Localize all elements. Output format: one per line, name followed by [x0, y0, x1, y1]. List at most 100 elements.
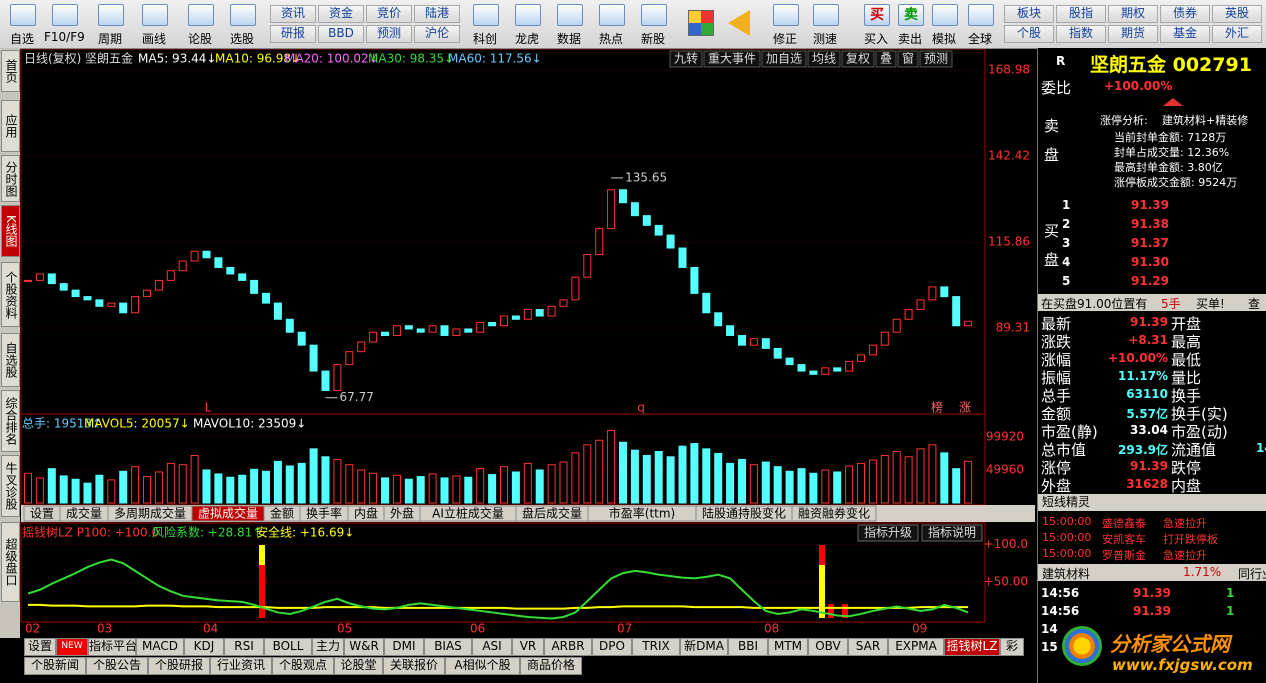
side-tab[interactable]: 超级盘口	[1, 522, 20, 602]
toolbar-button[interactable]: 热点	[598, 32, 623, 46]
info-link[interactable]: 商品价格	[520, 657, 582, 675]
toolbar-button[interactable]: 科创	[472, 32, 497, 46]
toolbar-small-button[interactable]: 期货	[1108, 25, 1158, 43]
info-link[interactable]: 行业资讯	[210, 657, 272, 675]
toolbar-small-button[interactable]: 预测	[366, 25, 412, 43]
toolbar-button[interactable]: 画线	[141, 32, 166, 46]
info-link[interactable]: 个股新闻	[24, 657, 86, 675]
toolbar-button[interactable]: 数据	[556, 32, 581, 46]
chart-button[interactable]: 加自选	[766, 52, 802, 66]
side-tab[interactable]: 分时图	[1, 155, 20, 202]
indicator-tab[interactable]: TRIX	[632, 638, 680, 656]
indicator-tab[interactable]: BOLL	[264, 638, 312, 656]
tab[interactable]: 市盈率(ttm)	[609, 506, 675, 521]
indicator-tab[interactable]: 彩	[1000, 638, 1024, 656]
toolbar-button[interactable]: 论股	[187, 32, 212, 46]
side-tab[interactable]: 综合排名	[1, 390, 20, 452]
side-tab[interactable]: 个股资料	[1, 262, 20, 327]
indicator-tab[interactable]: VR	[512, 638, 544, 656]
info-link[interactable]: 个股公告	[86, 657, 148, 675]
info-link[interactable]: 个股研报	[148, 657, 210, 675]
chart-button[interactable]: 九转	[674, 51, 698, 66]
toolbar-small-button[interactable]: 外汇	[1212, 25, 1262, 43]
toolbar-button[interactable]: F10/F9	[44, 30, 85, 44]
info-link[interactable]: 个股观点	[272, 657, 334, 675]
tab[interactable]: 盘后成交量	[522, 506, 582, 521]
indicator-tab[interactable]: EXPMA	[888, 638, 944, 656]
toolbar-button[interactable]: 模拟	[931, 32, 956, 46]
chart-button[interactable]: 预测	[924, 52, 948, 66]
toolbar-small-button[interactable]: 指数	[1056, 25, 1106, 43]
toolbar-small-button[interactable]: 期权	[1108, 5, 1158, 23]
tab[interactable]: 金额	[270, 506, 294, 521]
indicator-button[interactable]: 指标说明	[928, 525, 976, 540]
toolbar-small-button[interactable]: BBD	[318, 25, 364, 43]
toolbar-button[interactable]: 测速	[812, 32, 837, 46]
side-tab[interactable]: 牛叉诊股	[1, 455, 20, 517]
toolbar-small-button[interactable]: 板块	[1004, 5, 1054, 23]
chart-button[interactable]: 叠	[880, 52, 892, 66]
indicator-button[interactable]: 指标升级	[864, 525, 912, 540]
indicator-tab[interactable]: 指标平台	[88, 638, 137, 656]
side-tab[interactable]: 应用	[1, 100, 20, 152]
toolbar-button[interactable]: 选股	[229, 32, 254, 46]
indicator-tab[interactable]: MACD	[136, 638, 184, 656]
alert-stock[interactable]: 安凯客车	[1102, 533, 1146, 546]
toolbar-button[interactable]: 龙虎	[514, 32, 539, 46]
toolbar-small-button[interactable]: 资讯	[270, 5, 316, 23]
toolbar-button[interactable]: 新股	[640, 32, 665, 46]
indicator-tab[interactable]: RSI	[224, 638, 264, 656]
toolbar-button[interactable]: 全球	[967, 32, 992, 46]
tab[interactable]: 融资融券变化	[798, 506, 870, 521]
info-link[interactable]: 论股堂	[334, 657, 383, 675]
indicator-tab[interactable]: DPO	[592, 638, 632, 656]
toolbar-button[interactable]: 买入	[863, 32, 888, 46]
indicator-tab[interactable]: W&R	[344, 638, 384, 656]
tab[interactable]: 陆股通持股变化	[702, 506, 786, 521]
tab[interactable]: 虚拟成交量	[198, 506, 258, 521]
chart-button[interactable]: 复权	[846, 52, 870, 66]
chart-button[interactable]: 均线	[812, 52, 836, 66]
info-link[interactable]: A相似个股	[445, 657, 520, 675]
tab[interactable]: AI立桩成交量	[432, 506, 504, 521]
indicator-tab[interactable]: OBV	[808, 638, 848, 656]
toolbar-button[interactable]: 自选	[9, 32, 34, 46]
toolbar-small-button[interactable]: 竞价	[366, 5, 412, 23]
toolbar-small-button[interactable]: 研报	[270, 25, 316, 43]
toolbar-small-button[interactable]: 债券	[1160, 5, 1210, 23]
tab[interactable]: 多周期成交量	[114, 506, 186, 521]
indicator-tab[interactable]: MTM	[768, 638, 808, 656]
toolbar-small-button[interactable]: 基金	[1160, 25, 1210, 43]
indicator-tab[interactable]: 主力	[312, 638, 344, 656]
toolbar-small-button[interactable]: 个股	[1004, 25, 1054, 43]
toolbar-button[interactable]: 卖出	[897, 32, 922, 46]
indicator-tab[interactable]: KDJ	[184, 638, 224, 656]
toolbar-small-button[interactable]: 英股	[1212, 5, 1262, 23]
alert-stock[interactable]: 盛德鑫泰	[1102, 517, 1146, 530]
toolbar-small-button[interactable]: 陆港	[414, 5, 460, 23]
info-link[interactable]: 关联报价	[383, 657, 445, 675]
toolbar-small-button[interactable]: 沪伦	[414, 25, 460, 43]
indicator-tab[interactable]: 设置	[24, 638, 56, 656]
indicator-tab[interactable]: DMI	[384, 638, 424, 656]
indicator-tab[interactable]: ARBR	[544, 638, 592, 656]
alert-stock[interactable]: 罗普斯金	[1102, 549, 1146, 562]
tab[interactable]: 外盘	[390, 506, 414, 521]
toolbar-button[interactable]: 修正	[772, 32, 797, 46]
tab[interactable]: 成交量	[66, 506, 102, 521]
indicator-tab[interactable]: 新DMA	[680, 638, 728, 656]
toolbar-small-button[interactable]: 资金	[318, 5, 364, 23]
indicator-tab[interactable]: BIAS	[424, 638, 472, 656]
notice-button[interactable]: 查	[1248, 297, 1261, 311]
sector-button[interactable]: 同行业	[1238, 567, 1266, 581]
indicator-tab[interactable]: NEW	[56, 638, 88, 656]
indicator-tab[interactable]: BBI	[728, 638, 768, 656]
indicator-tab[interactable]: ASI	[472, 638, 512, 656]
chart-button[interactable]: 重大事件	[708, 52, 756, 66]
indicator-tab[interactable]: 摇钱树LZ	[944, 638, 1000, 656]
side-tab[interactable]: 首页	[1, 50, 20, 92]
indicator-tab[interactable]: SAR	[848, 638, 888, 656]
tab[interactable]: 内盘	[354, 506, 378, 521]
chart-button[interactable]: 窗	[902, 52, 914, 66]
toolbar-small-button[interactable]: 股指	[1056, 5, 1106, 23]
